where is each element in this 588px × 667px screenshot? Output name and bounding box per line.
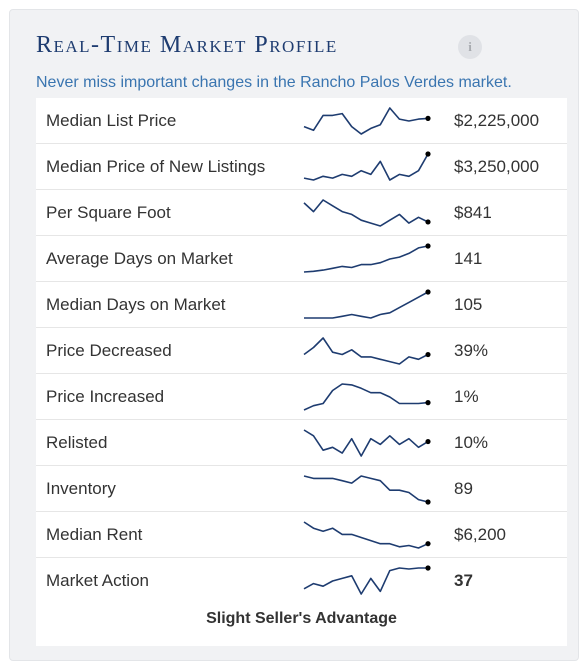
- trend-sparkline: [304, 289, 431, 319]
- trend-sparkline: [303, 151, 431, 181]
- metric-row: Median Rent $6,200: [36, 512, 567, 558]
- metric-row: Price Increased 1%: [36, 374, 567, 420]
- trend-endpoint-dot: [425, 289, 431, 295]
- trend-line: [303, 153, 429, 181]
- trend-line: [304, 291, 429, 319]
- trend-sparkline: [303, 429, 431, 457]
- metric-row: Inventory 89: [36, 466, 567, 512]
- market-profile-widget: Real-Time Market Profile i Never miss im…: [9, 9, 579, 661]
- metric-row: Average Days on Market 141: [36, 236, 567, 282]
- trend-line: [303, 429, 429, 457]
- metric-label: Market Action: [46, 571, 149, 590]
- metric-row: Price Decreased 39%: [36, 328, 567, 374]
- trend-line: [303, 245, 429, 273]
- metric-value: $2,225,000: [454, 111, 540, 130]
- market-action-status: Slight Seller's Advantage: [206, 610, 397, 627]
- trend-line: [303, 521, 429, 549]
- metric-label: Price Decreased: [46, 341, 172, 360]
- trend-line: [303, 567, 428, 595]
- metric-value: $841: [454, 203, 492, 222]
- market-metrics-table: Slight Seller's Advantage Median List Pr…: [36, 98, 567, 646]
- metric-value: 89: [454, 479, 473, 498]
- trend-sparkline: [303, 337, 431, 365]
- trend-line: [303, 199, 429, 227]
- trend-sparkline: [303, 383, 431, 411]
- metric-label: Inventory: [46, 479, 116, 498]
- trend-sparkline: [303, 475, 431, 505]
- metric-label: Per Square Foot: [46, 203, 171, 222]
- trend-endpoint-dot: [425, 438, 431, 445]
- trend-sparkline: [303, 565, 431, 595]
- metric-label: Relisted: [46, 433, 108, 452]
- metric-label: Median Days on Market: [46, 295, 226, 314]
- metric-label: Median Price of New Listings: [46, 157, 266, 176]
- metric-label: Price Increased: [46, 387, 165, 406]
- metric-label: Average Days on Market: [46, 249, 233, 268]
- trend-line: [303, 107, 429, 135]
- trend-endpoint-dot: [425, 499, 431, 505]
- trend-endpoint-dot: [425, 400, 431, 406]
- trend-sparkline: [303, 107, 431, 135]
- metric-row: Median Days on Market 105: [36, 282, 567, 328]
- metric-label: Median List Price: [46, 111, 177, 130]
- info-icon[interactable]: i: [458, 35, 482, 59]
- trend-endpoint-dot: [425, 243, 431, 249]
- trend-sparkline: [303, 199, 431, 227]
- trend-line: [303, 337, 429, 365]
- metric-value: 10%: [454, 433, 489, 452]
- trend-endpoint-dot: [425, 115, 431, 121]
- trend-line: [303, 383, 429, 411]
- metric-row: Median List Price $2,225,000: [36, 98, 567, 144]
- trend-endpoint-dot: [425, 351, 431, 358]
- widget-title: Real-Time Market Profile: [36, 32, 338, 58]
- trend-line: [303, 475, 429, 503]
- metric-value: 1%: [454, 387, 479, 406]
- metric-label: Median Rent: [46, 525, 143, 544]
- widget-subtitle: Never miss important changes in the Ranc…: [36, 74, 512, 91]
- metric-row: Per Square Foot $841: [36, 190, 567, 236]
- metric-row: Relisted 10%: [36, 420, 567, 466]
- metric-value: 141: [454, 249, 483, 268]
- trend-sparkline: [303, 243, 431, 273]
- metric-row: Market Action 37: [36, 558, 567, 604]
- metric-value: $3,250,000: [454, 157, 540, 176]
- trend-endpoint-dot: [425, 219, 431, 225]
- trend-endpoint-dot: [425, 541, 431, 547]
- metric-row: Median Price of New Listings $3,250,000: [36, 144, 567, 190]
- metric-value: $6,200: [454, 525, 506, 544]
- metric-value: 37: [454, 571, 473, 590]
- metric-value: 39%: [454, 341, 489, 360]
- metric-value: 105: [454, 295, 483, 314]
- trend-sparkline: [303, 521, 431, 549]
- trend-endpoint-dot: [425, 151, 431, 157]
- trend-endpoint-dot: [425, 565, 431, 571]
